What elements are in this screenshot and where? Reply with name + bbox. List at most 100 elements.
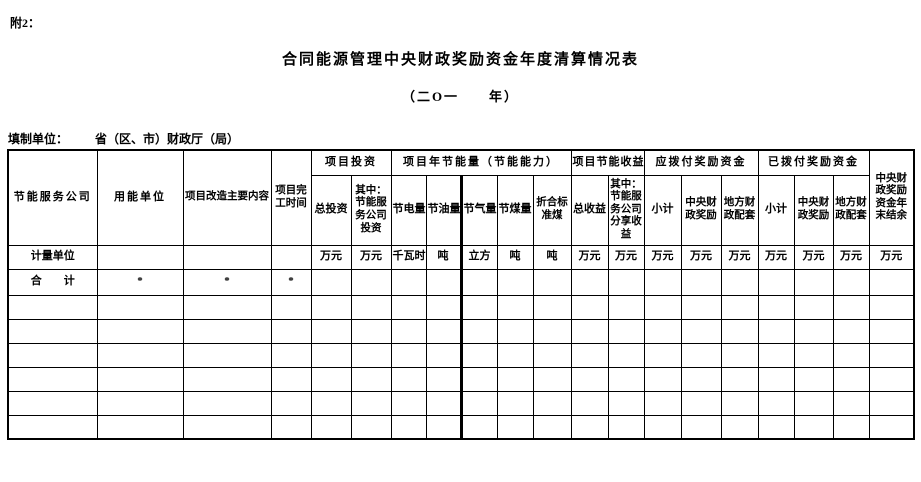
empty-cell[interactable] (350, 294, 392, 320)
empty-cell[interactable] (680, 414, 722, 440)
empty-cell[interactable] (757, 318, 795, 344)
empty-cell[interactable] (868, 366, 915, 392)
empty-cell[interactable] (310, 414, 352, 440)
empty-cell[interactable] (793, 318, 834, 344)
empty-cell[interactable] (270, 318, 312, 344)
empty-cell[interactable] (757, 294, 795, 320)
empty-cell[interactable] (643, 390, 682, 416)
empty-cell[interactable] (390, 294, 427, 320)
empty-cell[interactable] (459, 342, 498, 368)
empty-cell[interactable] (425, 390, 462, 416)
total-cell[interactable] (459, 268, 498, 296)
total-cell[interactable] (643, 268, 682, 296)
empty-cell[interactable] (757, 366, 795, 392)
empty-cell[interactable] (607, 390, 645, 416)
total-cell[interactable] (496, 268, 534, 296)
empty-cell[interactable] (425, 342, 462, 368)
empty-cell[interactable] (532, 342, 572, 368)
empty-cell[interactable] (350, 390, 392, 416)
empty-cell[interactable] (182, 294, 272, 320)
empty-cell[interactable] (757, 390, 795, 416)
empty-cell[interactable] (96, 318, 184, 344)
empty-cell[interactable] (570, 318, 609, 344)
empty-cell[interactable] (680, 318, 722, 344)
empty-cell[interactable] (390, 414, 427, 440)
empty-cell[interactable] (832, 318, 870, 344)
empty-cell[interactable] (390, 390, 427, 416)
empty-cell[interactable] (270, 342, 312, 368)
empty-cell[interactable] (459, 318, 498, 344)
total-cell[interactable] (532, 268, 572, 296)
empty-cell[interactable] (720, 318, 759, 344)
total-cell[interactable] (680, 268, 722, 296)
empty-cell[interactable] (425, 318, 462, 344)
total-cell[interactable] (390, 268, 427, 296)
empty-cell[interactable] (182, 318, 272, 344)
empty-cell[interactable] (425, 414, 462, 440)
empty-cell[interactable] (720, 294, 759, 320)
total-cell[interactable] (570, 268, 609, 296)
empty-cell[interactable] (607, 342, 645, 368)
empty-cell[interactable] (643, 414, 682, 440)
total-cell[interactable] (832, 268, 870, 296)
empty-cell[interactable] (607, 414, 645, 440)
empty-cell[interactable] (7, 414, 98, 440)
empty-cell[interactable] (720, 414, 759, 440)
empty-cell[interactable] (607, 318, 645, 344)
empty-cell[interactable] (643, 318, 682, 344)
empty-cell[interactable] (757, 342, 795, 368)
empty-cell[interactable] (496, 366, 534, 392)
empty-cell[interactable] (868, 414, 915, 440)
empty-cell[interactable] (459, 390, 498, 416)
empty-cell[interactable] (607, 294, 645, 320)
empty-cell[interactable] (832, 390, 870, 416)
empty-cell[interactable] (459, 414, 498, 440)
empty-cell[interactable] (643, 342, 682, 368)
empty-cell[interactable] (425, 294, 462, 320)
empty-cell[interactable] (532, 390, 572, 416)
empty-cell[interactable] (793, 366, 834, 392)
empty-cell[interactable] (868, 342, 915, 368)
empty-cell[interactable] (832, 414, 870, 440)
empty-cell[interactable] (570, 366, 609, 392)
empty-cell[interactable] (310, 390, 352, 416)
empty-cell[interactable] (532, 366, 572, 392)
empty-cell[interactable] (496, 342, 534, 368)
empty-cell[interactable] (570, 390, 609, 416)
empty-cell[interactable] (868, 390, 915, 416)
empty-cell[interactable] (96, 342, 184, 368)
empty-cell[interactable] (832, 366, 870, 392)
empty-cell[interactable] (680, 342, 722, 368)
empty-cell[interactable] (96, 294, 184, 320)
empty-cell[interactable] (7, 342, 98, 368)
empty-cell[interactable] (425, 366, 462, 392)
empty-cell[interactable] (757, 414, 795, 440)
empty-cell[interactable] (793, 390, 834, 416)
empty-cell[interactable] (496, 414, 534, 440)
empty-cell[interactable] (793, 414, 834, 440)
total-cell[interactable] (350, 268, 392, 296)
empty-cell[interactable] (310, 318, 352, 344)
empty-cell[interactable] (310, 342, 352, 368)
total-cell[interactable] (720, 268, 759, 296)
empty-cell[interactable] (310, 366, 352, 392)
empty-cell[interactable] (570, 342, 609, 368)
empty-cell[interactable] (7, 366, 98, 392)
total-cell[interactable] (607, 268, 645, 296)
empty-cell[interactable] (459, 366, 498, 392)
empty-cell[interactable] (270, 294, 312, 320)
total-cell[interactable] (425, 268, 462, 296)
empty-cell[interactable] (496, 318, 534, 344)
empty-cell[interactable] (868, 318, 915, 344)
empty-cell[interactable] (570, 294, 609, 320)
empty-cell[interactable] (182, 414, 272, 440)
empty-cell[interactable] (390, 342, 427, 368)
empty-cell[interactable] (643, 294, 682, 320)
empty-cell[interactable] (96, 390, 184, 416)
empty-cell[interactable] (680, 294, 722, 320)
empty-cell[interactable] (390, 318, 427, 344)
total-cell[interactable] (757, 268, 795, 296)
empty-cell[interactable] (390, 366, 427, 392)
empty-cell[interactable] (607, 366, 645, 392)
empty-cell[interactable] (496, 390, 534, 416)
